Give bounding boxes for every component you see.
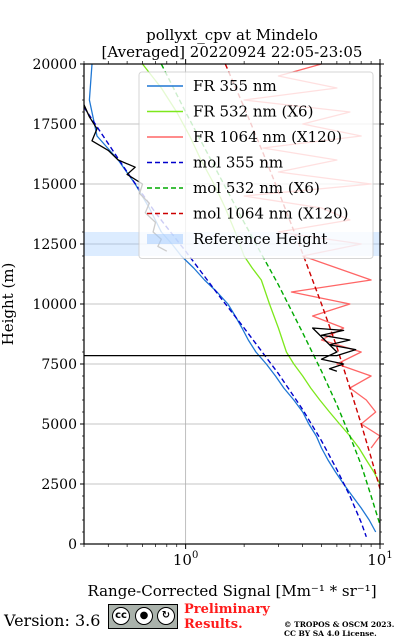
cc-logo-icon: cc [112,607,130,625]
attribution-icon: ● [135,607,153,625]
x-tick-label: 100 [173,550,198,569]
legend-label: Reference Height [193,230,327,248]
preliminary-line-1: Preliminary [184,602,270,617]
y-tick-label: 2500 [41,477,77,493]
legend-label: FR 1064 nm (X120) [193,128,342,146]
legend-label: mol 1064 nm (X120) [193,205,348,223]
chart-title: pollyxt_cpv at Mindelo [146,26,318,44]
legend-box [138,71,374,259]
y-tick-label: 15000 [32,177,77,193]
series-mol-355-nm [83,106,367,538]
y-tick-label: 0 [68,537,77,553]
preliminary-line-2: Results. [184,617,243,632]
y-tick-label: 5000 [41,417,77,433]
cc-by-sa-badge: cc ● ↻ [108,604,178,629]
x-axis-label: Range-Corrected Signal [Mm⁻¹ * sr⁻¹] [87,582,376,600]
y-tick-label: 10000 [32,297,77,313]
share-alike-icon: ↻ [157,607,175,625]
y-tick-label: 20000 [32,57,77,73]
legend-label: mol 532 nm (X6) [193,179,320,197]
y-tick-label: 12500 [32,237,77,253]
copyright-notice: © TROPOS & OSCM 2023. CC BY SA 4.0 Licen… [284,620,394,638]
series-unlabeled-2 [84,327,357,372]
legend: FR 355 nm FR 532 nm (X6) FR 1064 nm (X120)… [138,71,374,259]
y-tick-label: 17500 [32,117,77,133]
copyright-line-1: © TROPOS & OSCM 2023. [284,620,395,629]
version-label: Version: 3.6 [4,611,101,630]
preliminary-notice: Preliminary Results. [184,602,270,632]
chart-subtitle: [Averaged] 20220924 22:05-23:05 [102,43,363,61]
legend-swatch [147,234,183,244]
x-tick-label: 101 [367,550,392,569]
y-tick-label: 7500 [41,357,77,373]
legend-label: mol 355 nm [193,154,283,172]
copyright-line-2: CC BY SA 4.0 License. [284,629,377,638]
legend-label: FR 355 nm [193,77,277,95]
y-axis-label: Height (m) [0,263,17,346]
legend-label: FR 532 nm (X6) [193,103,313,121]
